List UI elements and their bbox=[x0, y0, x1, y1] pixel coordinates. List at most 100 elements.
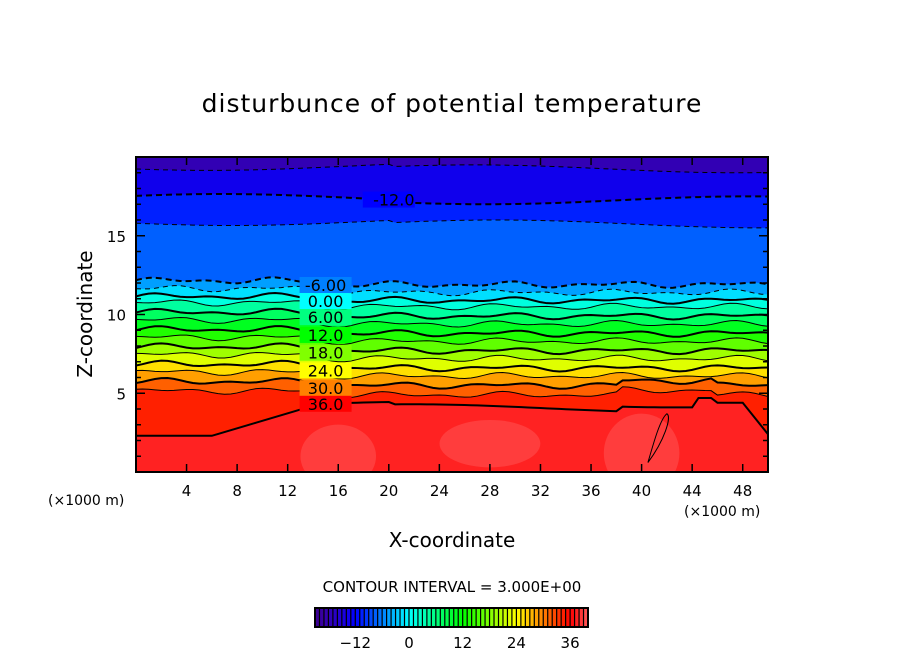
contour-label-bg bbox=[299, 380, 352, 397]
contour-line bbox=[136, 386, 768, 399]
colorbar-swatch bbox=[449, 608, 455, 627]
contour-label: 36.0 bbox=[308, 395, 344, 414]
contour-label-bg bbox=[299, 395, 352, 412]
colorbar-swatch bbox=[525, 608, 531, 627]
contour-line bbox=[136, 396, 768, 437]
contour-line bbox=[136, 334, 768, 346]
colorbar-swatch bbox=[511, 608, 517, 627]
colorbar-swatch bbox=[373, 608, 378, 627]
colorbar-swatch bbox=[377, 608, 383, 627]
colorbar-swatch bbox=[538, 608, 544, 627]
x-unit-left: (×1000 m) bbox=[48, 493, 124, 509]
colorbar-swatch bbox=[382, 608, 387, 627]
contour-line bbox=[136, 163, 768, 174]
colorbar-frame bbox=[314, 607, 589, 628]
x-tick-label: 44 bbox=[683, 482, 702, 500]
colorbar-tick-label: 36 bbox=[561, 634, 580, 652]
colorbar-swatch bbox=[337, 608, 343, 627]
contour-label: 0.00 bbox=[308, 292, 344, 311]
contour-line bbox=[136, 369, 768, 380]
colorbar-swatch bbox=[458, 608, 463, 627]
colorbar-tick-label: 0 bbox=[404, 634, 414, 652]
contour-label: 18.0 bbox=[308, 344, 344, 363]
colorbar-swatch bbox=[543, 608, 549, 627]
contour-interval-label: CONTOUR INTERVAL = 3.000E+00 bbox=[323, 578, 582, 596]
contour-label-bg bbox=[299, 362, 352, 379]
contour-line bbox=[136, 377, 768, 390]
x-tick-label: 20 bbox=[379, 482, 398, 500]
colorbar-swatch bbox=[408, 608, 414, 627]
colorbar-swatch bbox=[556, 608, 562, 627]
colorbar-swatch bbox=[400, 608, 405, 627]
colorbar-swatch bbox=[395, 608, 401, 627]
contour-label-bg bbox=[299, 326, 352, 343]
contour-label: -12.0 bbox=[373, 191, 414, 210]
colorbar-swatch bbox=[547, 608, 553, 627]
contour-line bbox=[136, 276, 768, 289]
x-tick-label: 12 bbox=[278, 482, 297, 500]
x-tick-label: 16 bbox=[329, 482, 348, 500]
contour-label: 30.0 bbox=[308, 379, 344, 398]
colorbar-swatch bbox=[359, 608, 365, 627]
colorbar-swatch bbox=[341, 608, 347, 627]
x-axis-label: X-coordinate bbox=[389, 528, 516, 552]
colorbar-swatch bbox=[417, 608, 423, 627]
colorbar-swatch bbox=[579, 608, 584, 627]
contour-label-bg bbox=[362, 191, 415, 208]
colorbar-swatch bbox=[520, 608, 526, 627]
contour-line bbox=[136, 342, 768, 356]
colorbar-swatch bbox=[529, 608, 535, 627]
colorbar-swatch bbox=[426, 608, 432, 627]
colorbar-swatch bbox=[431, 608, 437, 627]
colorbar-swatch bbox=[328, 608, 334, 627]
colorbar-swatch bbox=[516, 608, 522, 627]
contour-lines bbox=[136, 163, 768, 463]
contour-label-bg bbox=[299, 309, 352, 326]
colorbar-swatch bbox=[471, 608, 477, 627]
y-axis-label: Z-coordinate bbox=[73, 250, 97, 377]
colorbar-swatch bbox=[368, 608, 374, 627]
colorbar-swatch bbox=[502, 608, 508, 627]
contour-label-bg bbox=[299, 293, 352, 310]
surface-patch bbox=[439, 419, 541, 468]
contour-line bbox=[136, 316, 768, 328]
y-tick-label: 15 bbox=[107, 228, 126, 246]
colorbar-swatch bbox=[413, 608, 419, 627]
contour-line bbox=[136, 219, 768, 229]
colorbar-swatch bbox=[561, 608, 566, 627]
surface-patch bbox=[300, 424, 377, 472]
x-tick-label: 32 bbox=[531, 482, 550, 500]
colorbar-swatch bbox=[480, 608, 486, 627]
colorbar-swatch bbox=[422, 608, 428, 627]
contour-line bbox=[136, 193, 768, 206]
colorbar-swatch bbox=[404, 608, 410, 627]
colorbar-swatch bbox=[332, 608, 338, 627]
colorbar-swatch bbox=[453, 608, 459, 627]
colorbar-swatch bbox=[391, 608, 396, 627]
surface-patch bbox=[603, 413, 680, 472]
colorbar-tick-label: 12 bbox=[453, 634, 472, 652]
x-tick-label: 48 bbox=[733, 482, 752, 500]
contour-line bbox=[136, 359, 768, 373]
contour-line bbox=[136, 307, 768, 321]
y-tick-label: 5 bbox=[116, 385, 126, 403]
x-tick-label: 4 bbox=[182, 482, 192, 500]
contour-label: 12.0 bbox=[308, 326, 344, 345]
colorbar-swatch bbox=[346, 608, 352, 627]
contour-fills bbox=[136, 157, 768, 472]
contour-label: 6.00 bbox=[308, 308, 344, 327]
contour-label-bg bbox=[299, 344, 352, 361]
colorbar-swatch bbox=[355, 608, 361, 627]
contour-line bbox=[136, 285, 768, 297]
colorbar-swatch bbox=[350, 608, 356, 627]
x-tick-label: 24 bbox=[430, 482, 449, 500]
contour-label: -6.00 bbox=[305, 276, 346, 295]
contour-line bbox=[136, 325, 768, 338]
contour-label: 24.0 bbox=[308, 361, 344, 380]
colorbar-swatch bbox=[323, 608, 329, 627]
x-tick-label: 36 bbox=[581, 482, 600, 500]
colorbar-swatch bbox=[444, 608, 450, 627]
